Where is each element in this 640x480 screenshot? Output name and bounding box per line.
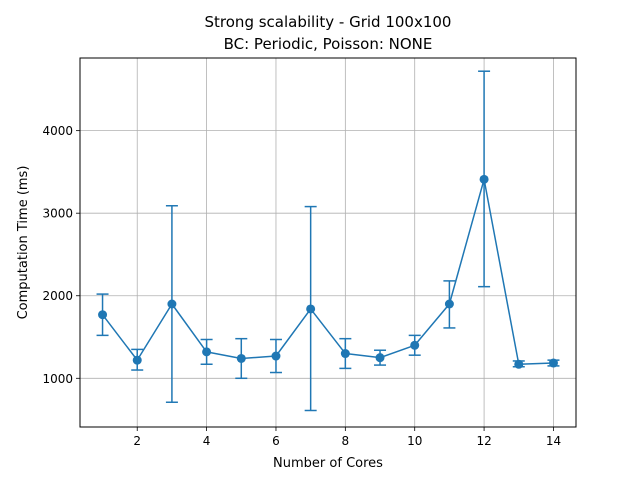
- data-series: [98, 174, 558, 369]
- x-tick-label: 12: [476, 434, 491, 448]
- plot-frame: [79, 57, 577, 428]
- data-point: [514, 359, 524, 369]
- x-tick-label: 8: [342, 434, 350, 448]
- data-point: [375, 353, 385, 363]
- data-point: [236, 353, 246, 363]
- data-point: [271, 351, 281, 361]
- data-point: [306, 304, 316, 314]
- data-point: [548, 358, 558, 368]
- data-point: [340, 349, 350, 359]
- y-axis-label: Computation Time (ms): [16, 166, 31, 320]
- data-point: [132, 355, 142, 365]
- y-axis-ticks: 1000 2000 3000 4000: [42, 124, 80, 386]
- x-tick-label: 14: [546, 434, 561, 448]
- x-tick-label: 10: [407, 434, 422, 448]
- x-axis-label: Number of Cores: [273, 456, 383, 471]
- data-point: [202, 347, 212, 357]
- y-tick-label: 4000: [42, 124, 73, 138]
- x-axis-ticks: 2 4 6 8 10 12 14: [133, 427, 561, 448]
- y-tick-label: 3000: [42, 207, 73, 221]
- data-point: [479, 174, 489, 184]
- chart-title-line2: BC: Periodic, Poisson: NONE: [224, 35, 433, 53]
- y-tick-label: 1000: [42, 372, 73, 386]
- x-tick-label: 6: [272, 434, 280, 448]
- data-point: [98, 310, 108, 320]
- data-point: [410, 340, 420, 350]
- data-point: [167, 299, 177, 309]
- x-tick-label: 2: [133, 434, 141, 448]
- series-line: [101, 178, 554, 366]
- x-tick-label: 4: [203, 434, 211, 448]
- y-tick-label: 2000: [42, 289, 73, 303]
- data-point: [444, 299, 454, 309]
- chart-title-line1: Strong scalability - Grid 100x100: [205, 13, 452, 31]
